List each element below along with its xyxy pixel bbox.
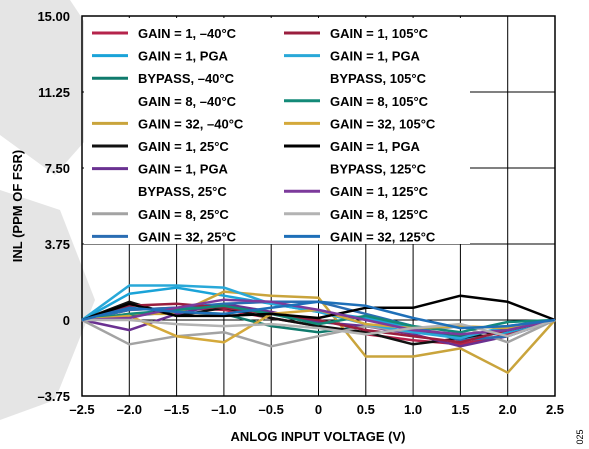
series-line [81, 302, 556, 344]
legend-label: BYPASS, –40°C [138, 71, 235, 86]
x-tick-label: –1.0 [211, 402, 236, 417]
legend-label: BYPASS, 125°C [330, 162, 427, 177]
series-line [81, 290, 556, 374]
legend-label: GAIN = 8, 105°C [330, 94, 429, 109]
legend-label: GAIN = 1, PGA [138, 162, 229, 177]
legend-label: GAIN = 8, 125°C [330, 207, 429, 222]
legend: GAIN = 1, –40°C GAIN = 1, PGA BYPASS, –40°… [84, 18, 470, 244]
x-tick-label: 0 [315, 402, 322, 417]
x-tick-label: 1.0 [404, 402, 422, 417]
legend-label: GAIN = 32, 125°C [330, 229, 436, 244]
legend-label: GAIN = 8, –40°C [138, 94, 237, 109]
series-line [81, 300, 556, 330]
series-line [81, 302, 556, 348]
x-tick-label: 1.5 [451, 402, 469, 417]
legend-label: GAIN = 1, 105°C [330, 26, 429, 41]
x-tick-label: 0.5 [357, 402, 375, 417]
y-tick-label: 3.75 [45, 237, 70, 252]
legend-label: BYPASS, 25°C [138, 184, 227, 199]
x-tick-label: –2.0 [117, 402, 142, 417]
y-tick-label: 0 [63, 313, 70, 328]
legend-label: GAIN = 1, –40°C [138, 26, 237, 41]
legend-label: BYPASS, 105°C [330, 71, 427, 86]
legend-label: GAIN = 1, PGA [330, 49, 421, 64]
legend-label: GAIN = 1, PGA [138, 49, 229, 64]
x-tick-labels: –2.5 –2.0 –1.5 –1.0 –0.5 0 0.5 1.0 1.5 2.0 2.5 [69, 402, 564, 417]
x-tick-label: 2.5 [546, 402, 564, 417]
legend-label: GAIN = 32, 25°C [138, 229, 237, 244]
x-tick-label: –1.5 [164, 402, 189, 417]
legend-background [84, 18, 470, 244]
y-axis-label: INL (PPM OF FSR) [10, 150, 25, 262]
legend-label: GAIN = 1, 125°C [330, 184, 429, 199]
y-tick-label: 15.00 [37, 9, 70, 24]
legend-label: GAIN = 8, 25°C [138, 207, 229, 222]
y-tick-label: 11.25 [38, 85, 70, 100]
y-tick-labels: –3.75 0 3.75 7.50 11.25 15.00 [37, 9, 70, 404]
y-tick-label: 7.50 [45, 161, 70, 176]
x-axis-label: ANLOG INPUT VOLTAGE (V) [230, 429, 405, 444]
series-line [81, 284, 556, 340]
x-tick-label: –2.5 [69, 402, 94, 417]
y-tick-label: –3.75 [37, 389, 70, 404]
x-tick-label: –0.5 [259, 402, 284, 417]
x-tick-label: 2.0 [499, 402, 517, 417]
figure-code: 025 [575, 429, 585, 444]
legend-label: GAIN = 1, PGA [330, 139, 421, 154]
series-line [81, 318, 556, 348]
legend-label: GAIN = 32, –40°C [138, 116, 244, 131]
legend-label: GAIN = 1, 25°C [138, 139, 229, 154]
series-lines [81, 284, 556, 374]
plot-frame [81, 15, 556, 397]
legend-label: GAIN = 32, 105°C [330, 116, 436, 131]
